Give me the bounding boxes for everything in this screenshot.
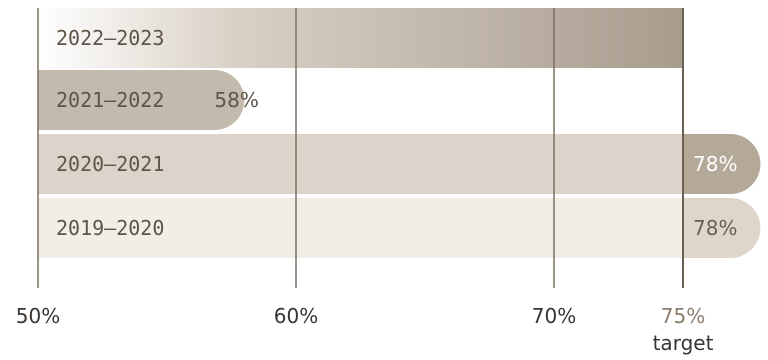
bar-1 <box>38 70 245 130</box>
tick-label: 50% <box>16 304 60 328</box>
bar-tracks <box>38 134 683 258</box>
gridlines <box>37 8 684 288</box>
target-label: target <box>653 331 714 355</box>
bar-track-2 <box>38 134 683 194</box>
tick-label: 70% <box>532 304 576 328</box>
bar-track-3 <box>38 198 683 258</box>
category-label: 2022–2023 <box>56 26 164 50</box>
value-label: 78% <box>693 152 737 176</box>
bar-2 <box>683 134 761 194</box>
value-label: 78% <box>693 216 737 240</box>
tick-label: 75% <box>661 304 705 328</box>
bars <box>38 8 761 258</box>
value-label: 58% <box>214 88 258 112</box>
x-axis-ticks: 50% 60% 70% 75% target <box>16 304 714 355</box>
tick-label: 60% <box>274 304 318 328</box>
category-label: 2019–2020 <box>56 216 164 240</box>
bar-labels: 2022–2023 2021–2022 58% 2020–2021 78% 2019–20… <box>56 26 737 240</box>
bar-0 <box>38 8 683 68</box>
category-label: 2021–2022 <box>56 88 164 112</box>
category-label: 2020–2021 <box>56 152 164 176</box>
bar-3 <box>683 198 761 258</box>
